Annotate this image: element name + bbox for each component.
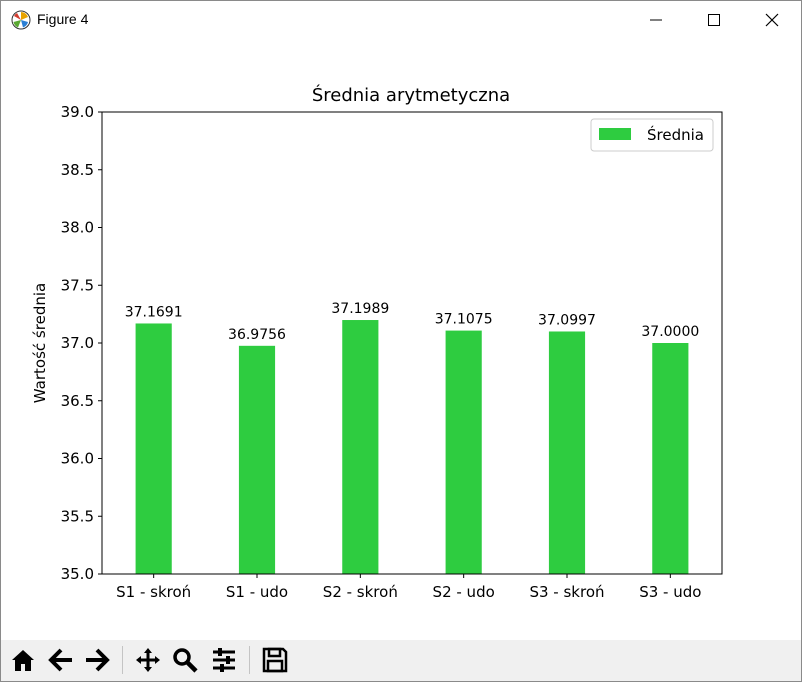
y-tick-label: 35.0 [61,565,94,583]
y-tick-label: 37.0 [61,334,94,352]
zoom-button[interactable] [169,644,201,676]
bar [238,345,276,574]
y-tick-label: 37.5 [61,276,94,294]
bar-chart: Średnia arytmetyczna Wartość średnia 37.… [31,84,723,601]
toolbar-separator [249,646,250,674]
bar [445,330,482,574]
navigation-toolbar [1,640,801,681]
y-tick-label: 38.0 [61,219,94,237]
x-tick-label: S2 - udo [433,583,495,601]
y-tick-label: 35.5 [61,507,94,525]
bar [652,343,689,574]
configure-subplots-icon [213,648,235,672]
x-tick-label: S2 - skroń [323,583,398,601]
data-label: 37.0000 [641,324,699,340]
home-icon [12,650,34,671]
legend-label: Średnia [647,125,704,144]
y-tick-label: 39.0 [61,103,94,121]
toolbar-separator [122,646,123,674]
forward-arrow-icon [86,648,110,672]
title-bar[interactable]: Figure 4 [1,1,801,39]
x-tick-label: S1 - skroń [116,583,191,601]
data-label: 36.9756 [228,327,286,343]
y-tick-label: 36.0 [61,450,94,468]
forward-button[interactable] [81,644,113,676]
bar [135,323,172,574]
legend-swatch [599,128,631,140]
minimize-icon [650,19,662,21]
data-label: 37.0997 [538,312,596,328]
x-tick-label: S1 - udo [226,583,288,601]
legend: Średnia [590,118,714,152]
maximize-button[interactable] [685,1,743,39]
chart-title: Średnia arytmetyczna [312,84,510,106]
back-arrow-icon [48,648,72,672]
save-button[interactable] [259,644,291,676]
back-button[interactable] [45,644,77,676]
y-tick-label: 36.5 [61,392,94,410]
pan-button[interactable] [132,644,164,676]
x-tick-label: S3 - skroń [529,583,604,601]
data-label: 37.1075 [435,312,493,328]
data-label: 37.1989 [331,301,389,317]
plot-frame [101,111,723,575]
window-title: Figure 4 [37,11,89,27]
home-button[interactable] [7,644,39,676]
bar [342,320,379,574]
figure-canvas[interactable]: Średnia arytmetyczna Wartość średnia 37.… [1,39,801,640]
data-label: 37.1691 [125,304,183,320]
y-axis-label: Wartość średnia [31,283,49,403]
legend-frame [590,118,714,152]
matplotlib-icon [11,10,31,30]
pan-icon [136,648,160,672]
close-icon [765,13,779,27]
configure-subplots-button[interactable] [208,644,240,676]
save-icon [262,647,288,673]
y-tick-label: 38.5 [61,161,94,179]
maximize-icon [708,14,720,26]
x-tick-label: S3 - udo [639,583,701,601]
minimize-button[interactable] [627,1,685,39]
zoom-icon [173,648,198,673]
bar [548,331,586,574]
close-button[interactable] [743,1,801,39]
